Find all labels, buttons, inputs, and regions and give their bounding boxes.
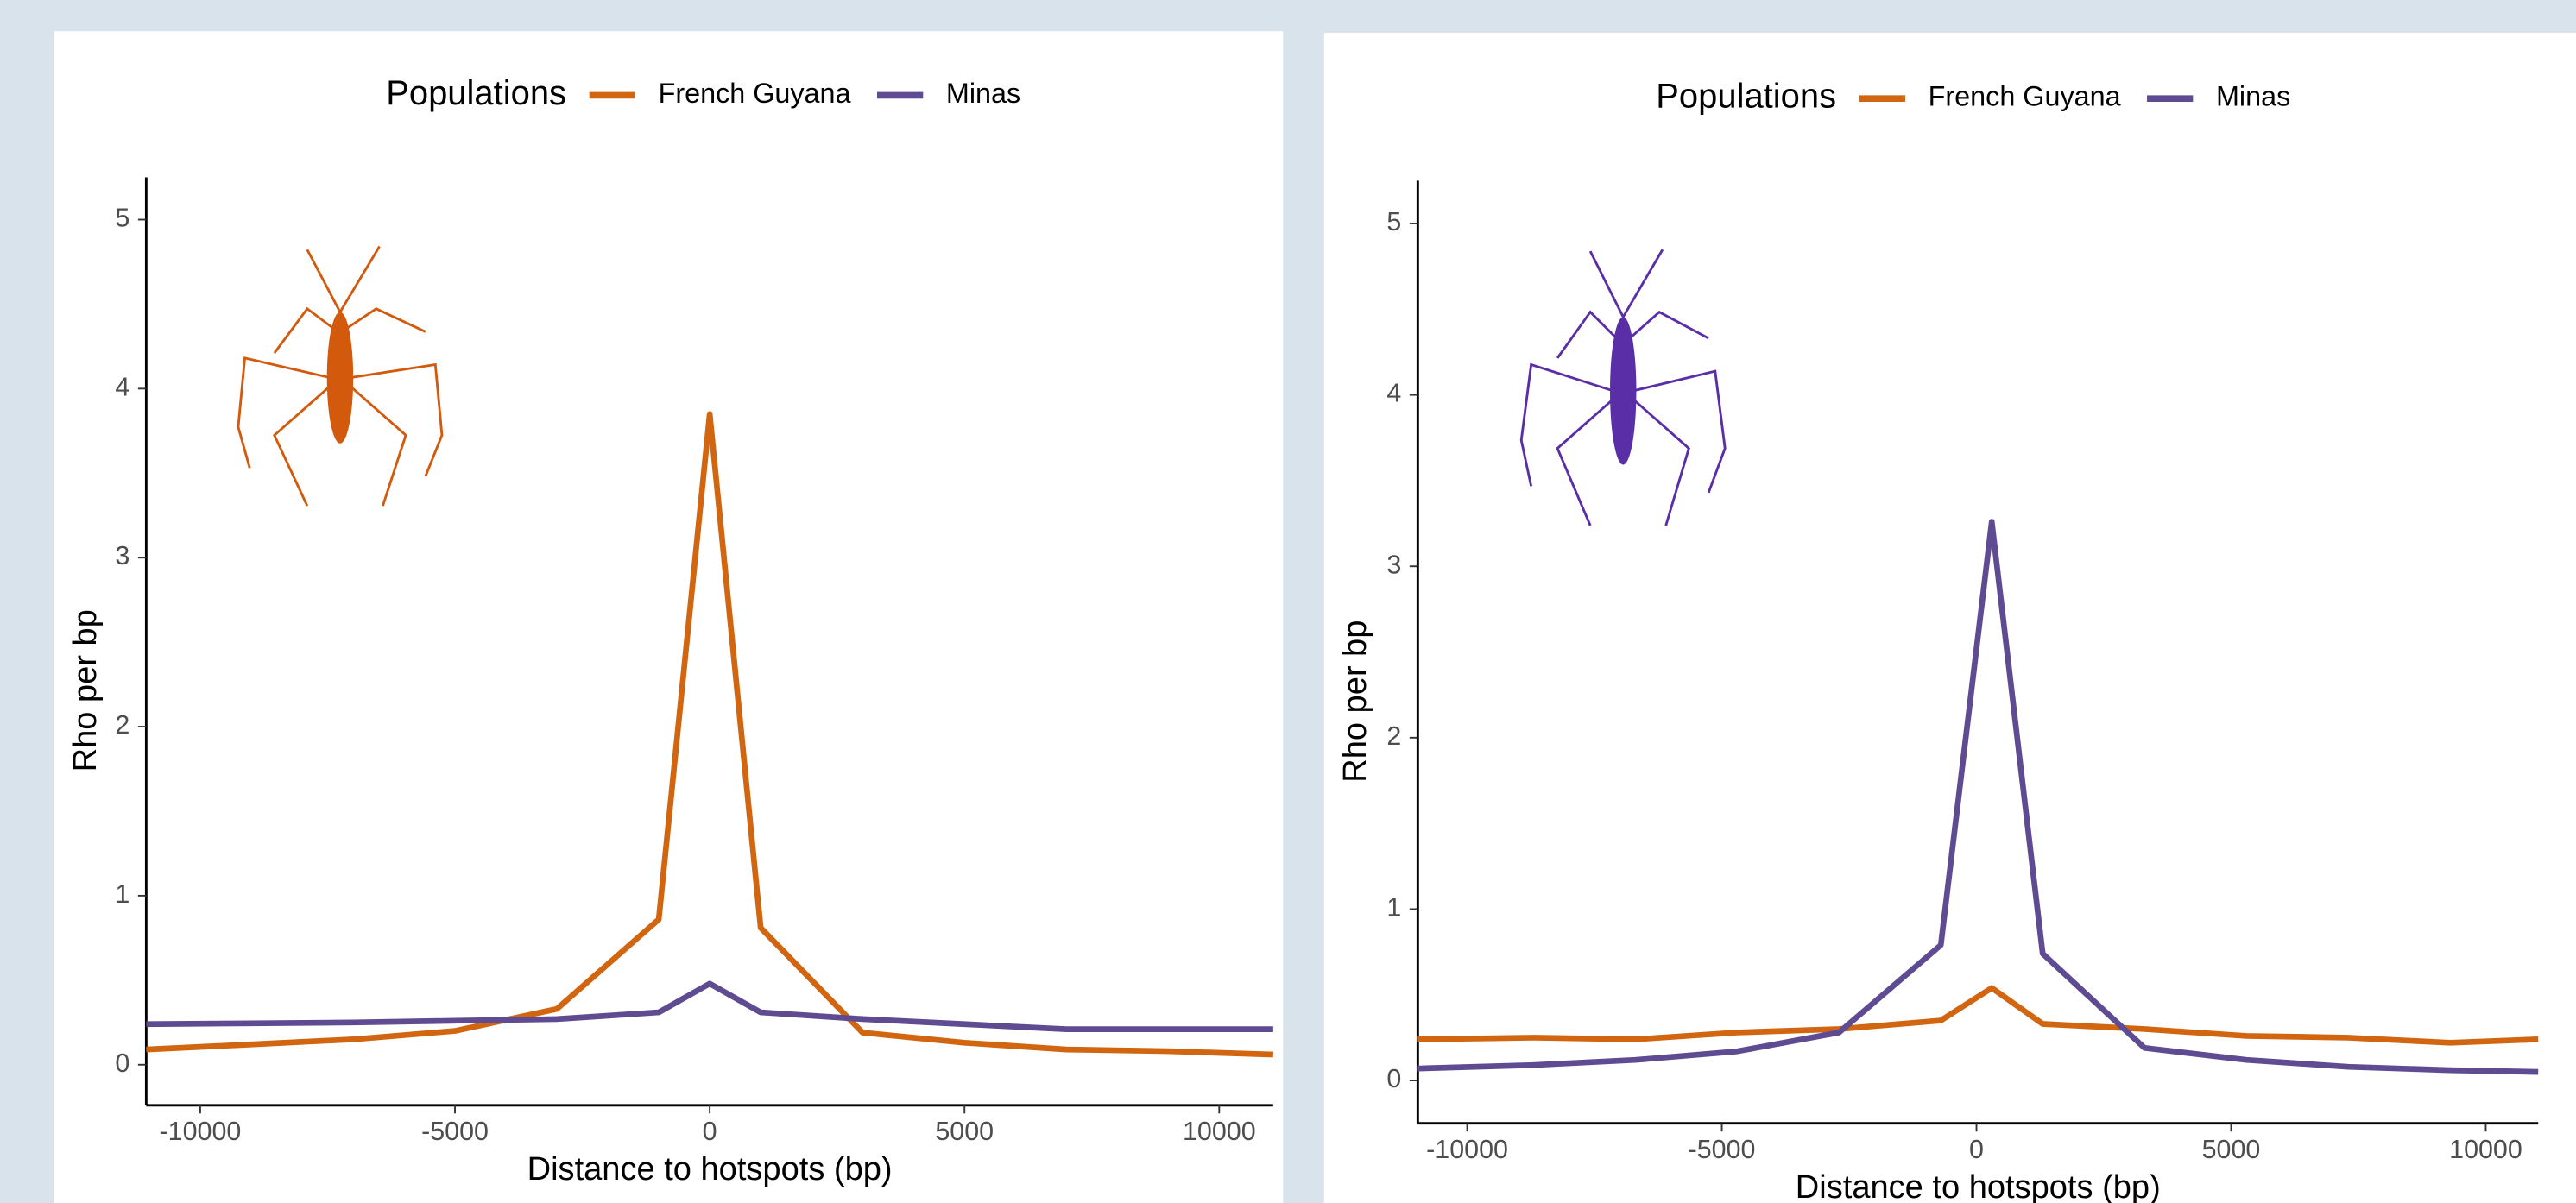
- x-tick-label: 0: [1969, 1135, 1984, 1164]
- series-line: [146, 411, 1273, 1058]
- x-tick-label: 10000: [2449, 1135, 2522, 1164]
- x-axis-title: Distance to hotspots (bp): [1796, 1169, 2161, 1203]
- x-tick-label: -5000: [421, 1117, 489, 1146]
- y-tick-label: 5: [1386, 207, 1401, 236]
- legend-label: Minas: [946, 78, 1020, 109]
- series-line: [1417, 519, 2539, 1075]
- y-axis-title: Rho per bp: [1337, 620, 1373, 782]
- y-tick-label: 0: [115, 1049, 129, 1078]
- y-tick-label: 3: [115, 541, 129, 570]
- x-tick-label: 5000: [2202, 1135, 2261, 1164]
- y-tick-label: 5: [115, 204, 129, 233]
- x-tick-label: -10000: [1426, 1135, 1508, 1164]
- y-tick-label: 3: [1386, 550, 1401, 579]
- y-tick-label: 4: [1386, 379, 1401, 408]
- x-tick-label: 5000: [935, 1117, 994, 1146]
- legend-label: Minas: [2216, 81, 2290, 112]
- y-tick-label: 4: [115, 372, 129, 401]
- y-tick-label: 2: [1386, 721, 1401, 751]
- insect-icon: [1519, 249, 1727, 526]
- y-tick-label: 1: [115, 879, 129, 909]
- x-tick-label: 10000: [1183, 1117, 1256, 1146]
- x-tick-label: -10000: [160, 1117, 242, 1146]
- legend-label: French Guyana: [1929, 81, 2121, 112]
- legend-title: Populations: [1656, 78, 1836, 116]
- y-tick-label: 0: [1386, 1064, 1401, 1093]
- y-axis-title: Rho per bp: [67, 609, 104, 772]
- y-tick-label: 2: [115, 710, 129, 740]
- series-line: [1417, 985, 2539, 1046]
- y-tick-label: 1: [1386, 892, 1401, 922]
- legend-label: French Guyana: [659, 78, 851, 109]
- panel: [1323, 33, 2576, 1203]
- x-tick-label: -5000: [1689, 1135, 1756, 1164]
- x-axis-title: Distance to hotspots (bp): [527, 1151, 893, 1187]
- insect-icon: [237, 245, 444, 507]
- legend-title: Populations: [386, 74, 566, 112]
- x-tick-label: 0: [703, 1117, 717, 1146]
- series-line: [146, 980, 1273, 1032]
